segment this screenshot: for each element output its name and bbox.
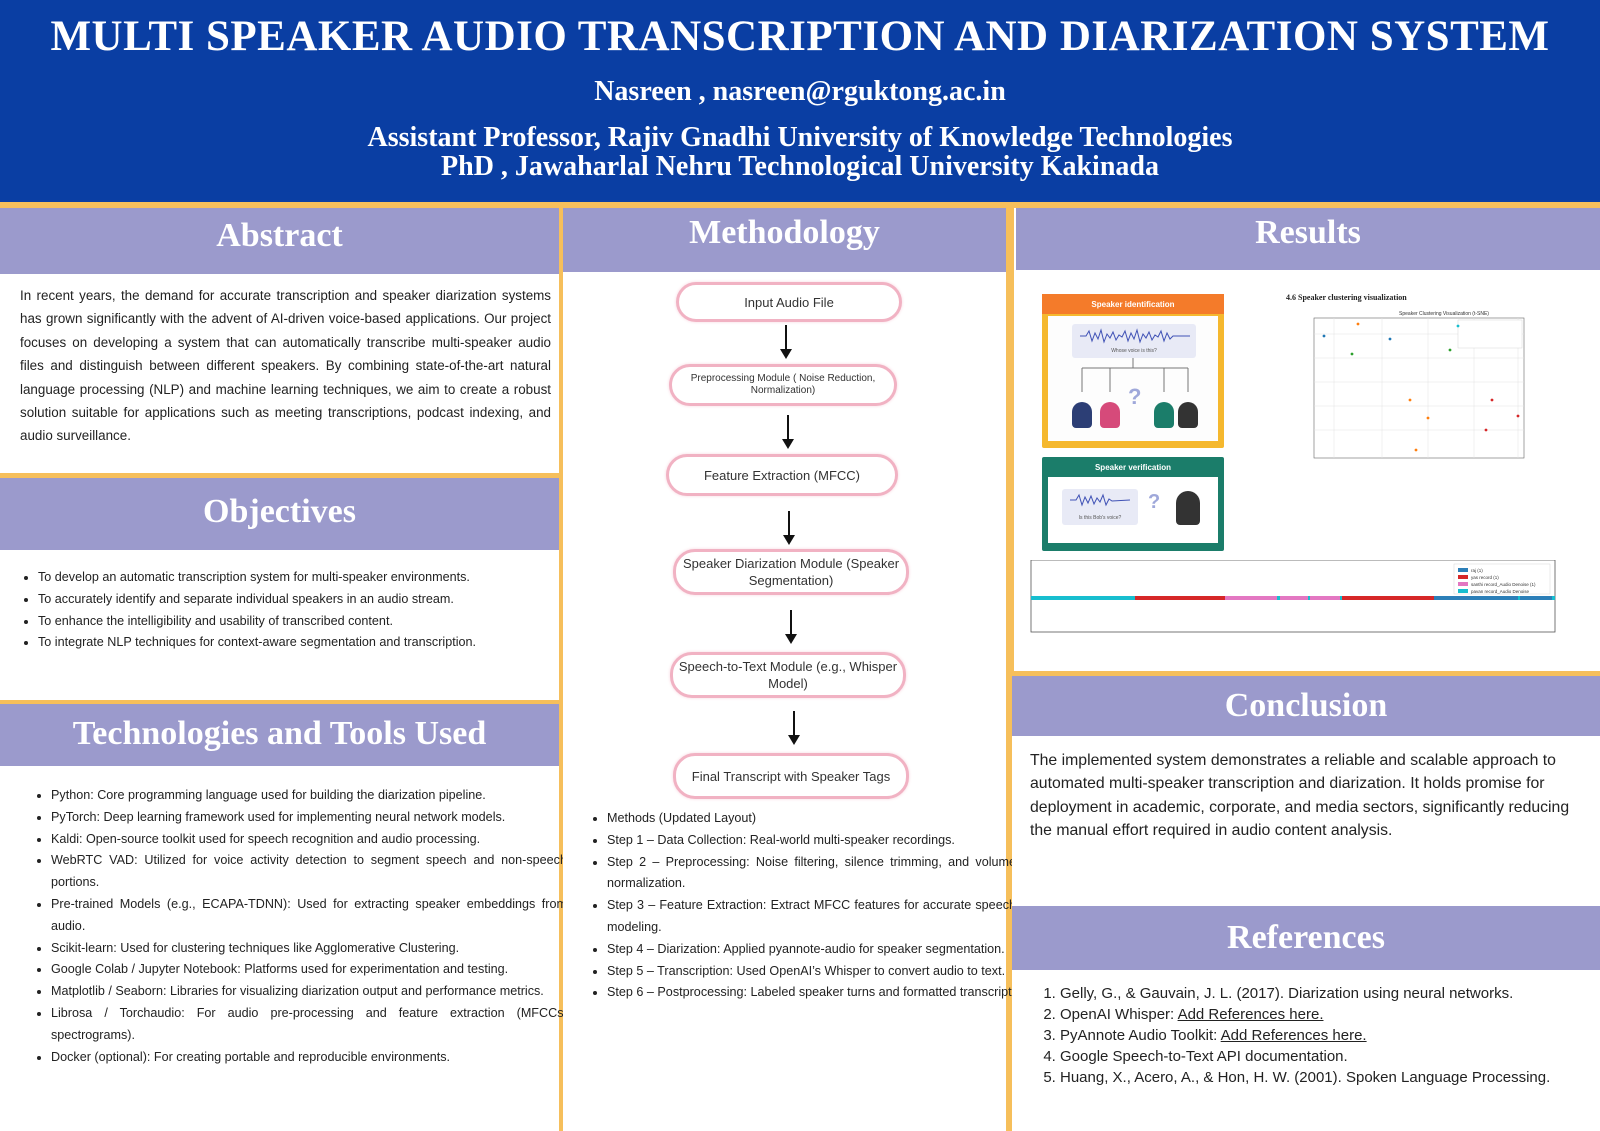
conclusion-heading: Conclusion [1012,676,1600,736]
method-step-item: Step 2 – Preprocessing: Noise filtering,… [607,852,1016,896]
flow-arrow [783,511,795,545]
results-panel: Results Speaker identification Whose voi… [1014,208,1600,671]
tool-item: Docker (optional): For creating portable… [51,1047,567,1069]
speaker-verification-title: Speaker verification [1094,463,1172,472]
affiliation-line-1: Assistant Professor, Rajiv Gnadhi Univer… [367,122,1233,153]
affiliation-line-2: PhD , Jawaharlal Nehru Technological Uni… [441,151,1159,182]
flow-arrow [788,711,800,745]
timeline-legend-entry: pavan record_Audio Denoise [1471,589,1530,594]
diarization-timeline-chart: raj (1) yas record (1) santhi record_Aud… [1030,560,1556,633]
timeline-legend-entry: yas record (1) [1471,575,1499,580]
objective-item: To accurately identify and separate indi… [38,589,558,611]
reference-link[interactable]: Add References here. [1177,1006,1324,1023]
tool-item: Librosa / Torchaudio: For audio pre-proc… [51,1003,567,1047]
scatter-title: Speaker Clustering Visualization (t-SNE) [1399,311,1489,317]
objectives-heading: Objectives [0,478,559,550]
reference-item: Gelly, G., & Gauvain, J. L. (2017). Diar… [1060,983,1600,1004]
flow-input-audio: Input Audio File [676,282,902,322]
person-avatar-icon [1072,402,1092,428]
objective-item: To integrate NLP techniques for context-… [38,632,558,654]
poster-header: MULTI SPEAKER AUDIO TRANSCRIPTION AND DI… [0,0,1600,202]
flow-arrow [785,610,797,644]
reference-text: OpenAI Whisper: [1060,1006,1178,1023]
tools-panel: Technologies and Tools Used Python: Core… [0,704,567,1131]
flow-feature-extraction: Feature Extraction (MFCC) [666,454,898,496]
references-list: Gelly, G., & Gauvain, J. L. (2017). Diar… [1036,983,1600,1088]
objectives-panel: Objectives To develop an automatic trans… [0,478,559,700]
tool-item: Python: Core programming language used f… [51,785,567,807]
tools-heading: Technologies and Tools Used [0,704,559,766]
timeline-legend-entry: raj (1) [1471,568,1483,573]
tool-item: Google Colab / Jupyter Notebook: Platfor… [51,959,567,981]
flow-speech-to-text: Speech-to-Text Module (e.g., Whisper Mod… [670,652,906,698]
person-avatar-icon [1178,402,1198,428]
method-step-item: Step 6 – Postprocessing: Labeled speaker… [607,982,1016,1004]
flow-diarization-module: Speaker Diarization Module (Speaker Segm… [673,549,909,595]
results-heading: Results [1016,208,1600,270]
flow-preprocessing: Preprocessing Module ( Noise Reduction, … [669,364,897,406]
flow-final-transcript: Final Transcript with Speaker Tags [673,753,909,799]
reference-item: PyAnnote Audio Toolkit: Add References h… [1060,1025,1600,1046]
author-line: Nasreen , nasreen@rguktong.ac.in [594,76,1006,107]
speaker-identification-title: Speaker identification [1091,300,1175,309]
waveform-icon [1070,493,1130,507]
conclusion-panel: Conclusion The implemented system demons… [1012,676,1600,906]
abstract-text: In recent years, the demand for accurate… [20,288,551,444]
question-mark-icon: ? [1148,491,1161,513]
person-avatar-icon [1154,402,1174,428]
tool-item: Pre-trained Models (e.g., ECAPA-TDNN): U… [51,894,567,938]
methodology-steps: Methods (Updated Layout)Step 1 – Data Co… [589,808,1016,1004]
abstract-heading: Abstract [0,208,559,274]
person-avatar-icon [1100,402,1120,428]
methodology-heading: Methodology [563,208,1006,272]
reference-text: Google Speech-to-Text API documentation. [1060,1048,1348,1065]
method-step-item: Step 3 – Feature Extraction: Extract MFC… [607,895,1016,939]
reference-text: Gelly, G., & Gauvain, J. L. (2017). Diar… [1060,985,1514,1002]
reference-text: Huang, X., Acero, A., & Hon, H. W. (2001… [1060,1069,1551,1086]
reference-item: Google Speech-to-Text API documentation. [1060,1046,1600,1067]
reference-item: OpenAI Whisper: Add References here. [1060,1004,1600,1025]
flow-arrow [782,415,794,449]
person-avatar-icon [1176,491,1200,525]
reference-item: Huang, X., Acero, A., & Hon, H. W. (2001… [1060,1067,1600,1088]
scatter-heading: 4.6 Speaker clustering visualization [1286,293,1407,302]
method-step-item: Step 1 – Data Collection: Real-world mul… [607,830,1016,852]
waveform-icon [1080,328,1190,344]
methodology-panel: Methodology Input Audio File Preprocessi… [563,208,1016,1131]
speaker-verification-card: Speaker verification Is this Bob's voice… [1042,457,1224,551]
speaker-identification-card: Speaker identification Whose voice is th… [1042,294,1224,448]
reference-link[interactable]: Add References here. [1220,1027,1367,1044]
objective-item: To enhance the intelligibility and usabi… [38,611,558,633]
poster-title: MULTI SPEAKER AUDIO TRANSCRIPTION AND DI… [50,13,1550,60]
tool-item: Matplotlib / Seaborn: Libraries for visu… [51,981,567,1003]
objective-item: To develop an automatic transcription sy… [38,567,558,589]
references-heading: References [1012,906,1600,970]
method-step-item: Step 4 – Diarization: Applied pyannote-a… [607,939,1016,961]
method-step-item: Methods (Updated Layout) [607,808,1016,830]
tool-item: Scikit-learn: Used for clustering techni… [51,938,567,960]
speaker-verification-caption: Is this Bob's voice? [1078,515,1122,521]
conclusion-text: The implemented system demonstrates a re… [1030,752,1570,839]
speaker-identification-caption: Whose voice is this? [1111,348,1157,354]
abstract-panel: Abstract In recent years, the demand for… [0,208,559,473]
references-panel: References Gelly, G., & Gauvain, J. L. (… [1012,906,1600,1131]
tool-item: Kaldi: Open-source toolkit used for spee… [51,829,567,851]
flow-arrow [780,325,792,359]
timeline-legend-entry: santhi record_Audio Denoise (1) [1471,582,1536,587]
reference-text: PyAnnote Audio Toolkit: [1060,1027,1221,1044]
speaker-clustering-scatter [1313,317,1525,459]
tools-list: Python: Core programming language used f… [33,785,567,1068]
question-mark-icon: ? [1128,384,1142,409]
tool-item: PyTorch: Deep learning framework used fo… [51,807,567,829]
objectives-list: To develop an automatic transcription sy… [20,567,558,654]
tool-item: WebRTC VAD: Utilized for voice activity … [51,850,567,894]
method-step-item: Step 5 – Transcription: Used OpenAI’s Wh… [607,961,1016,983]
